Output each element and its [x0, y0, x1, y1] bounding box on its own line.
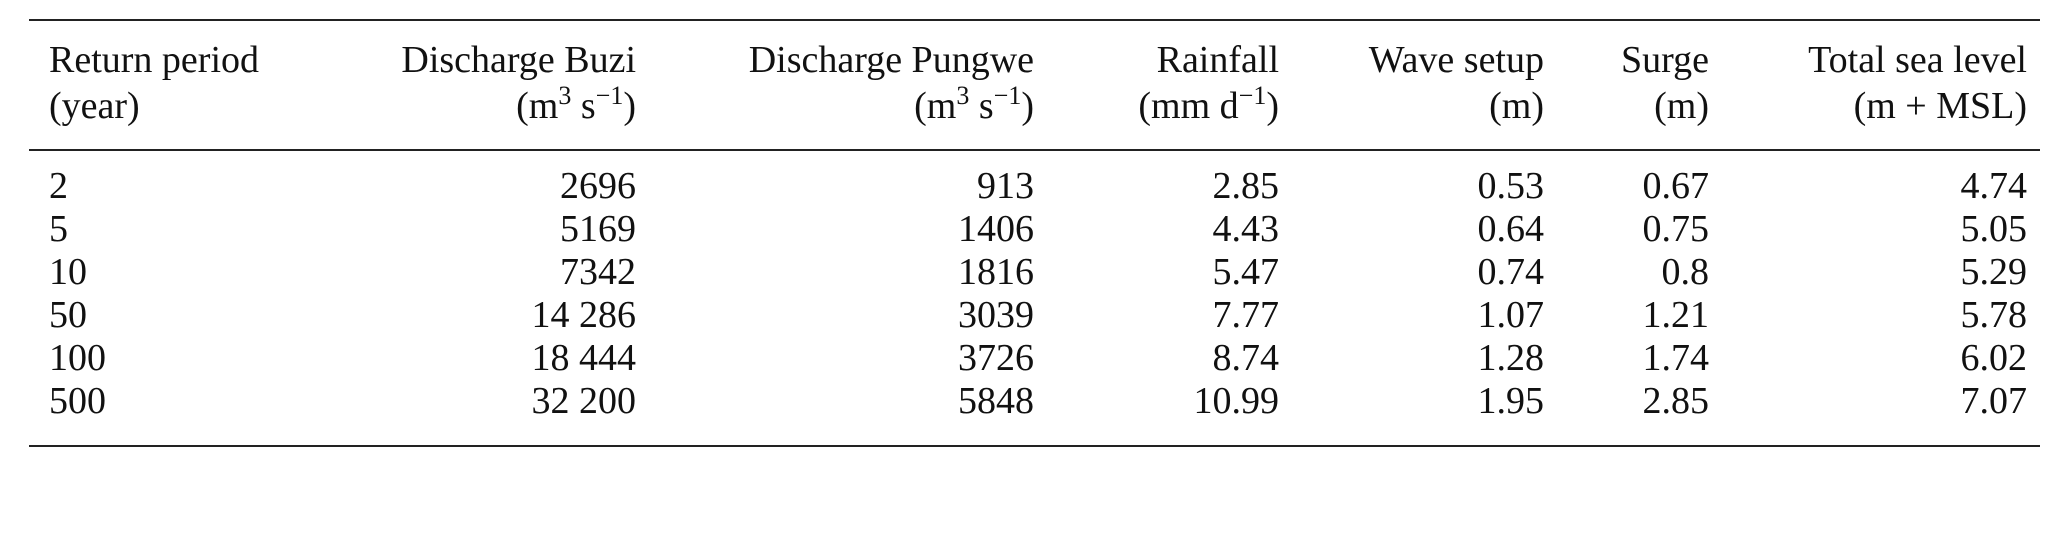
table-cell: 5.78	[1960, 294, 2028, 336]
table-row: 500 32 200 5848 10.99 1.95 2.85 7.07	[29, 380, 2040, 447]
table-cell: 14 286	[531, 294, 637, 336]
table-cell: 1.07	[1477, 294, 1545, 336]
table-cell: 5848	[636, 380, 1034, 447]
table-row: 100 18 444 3726 8.74 1.28 1.74 6.02	[29, 337, 2040, 380]
table-cell: 8.74	[1212, 337, 1280, 379]
table-cell: 100	[49, 337, 106, 379]
table-cell: 2.85	[1544, 380, 1709, 447]
table-cell: 6.02	[1960, 337, 2028, 379]
header-total-sea-level: Total sea level (m + MSL)	[1709, 19, 2040, 149]
table-cell: 1.28	[1477, 337, 1545, 379]
return-period-table: Return period (year) Discharge Buzi (m3 …	[29, 19, 2040, 447]
table-cell: 2	[49, 165, 68, 207]
table-body: 2 2696 913 2.85 0.53 0.67 4.74 5 5169 1406 4.43 0.6…	[29, 150, 2040, 447]
table-cell: 7342	[560, 251, 636, 293]
table-cell: 1406	[958, 208, 1034, 250]
table-cell: 0.53	[1477, 165, 1545, 207]
table-row: 2 2696 913 2.85 0.53 0.67 4.74	[29, 150, 2040, 208]
header-row: Return period (year) Discharge Buzi (m3 …	[29, 19, 2040, 149]
table-cell: 0.75	[1642, 208, 1710, 250]
table-row: 50 14 286 3039 7.77 1.07 1.21 5.78	[29, 294, 2040, 337]
table-cell: 913	[977, 165, 1034, 207]
table-cell: 5.29	[1960, 251, 2028, 293]
table-cell: 18 444	[531, 337, 637, 379]
header-rainfall: Rainfall (mm d−1)	[1034, 19, 1279, 149]
table-cell: 32 200	[340, 380, 636, 447]
table-cell: 0.64	[1477, 208, 1545, 250]
table-cell: 4.43	[1212, 208, 1280, 250]
table-cell: 2696	[560, 165, 636, 207]
table-cell: 1.95	[1279, 380, 1544, 447]
table-cell: 10	[49, 251, 87, 293]
table-cell: 5	[49, 208, 68, 250]
table-cell: 1.21	[1642, 294, 1710, 336]
table-cell: 0.67	[1642, 165, 1710, 207]
header-return-period: Return period (year)	[29, 19, 340, 149]
table-cell: 10.99	[1034, 380, 1279, 447]
table-cell: 500	[29, 380, 340, 447]
header-discharge-pungwe: Discharge Pungwe (m3 s−1)	[636, 19, 1034, 149]
header-wave-setup: Wave setup (m)	[1279, 19, 1544, 149]
table-cell: 3039	[958, 294, 1034, 336]
table-row: 5 5169 1406 4.43 0.64 0.75 5.05	[29, 208, 2040, 251]
table-cell: 5169	[560, 208, 636, 250]
header-discharge-buzi: Discharge Buzi (m3 s−1)	[340, 19, 636, 149]
table-cell: 0.74	[1477, 251, 1545, 293]
table-cell: 5.05	[1960, 208, 2028, 250]
table-cell: 4.74	[1960, 165, 2028, 207]
table-cell: 1816	[958, 251, 1034, 293]
table-cell: 50	[49, 294, 87, 336]
table-row: 10 7342 1816 5.47 0.74 0.8 5.29	[29, 251, 2040, 294]
table-cell: 5.47	[1212, 251, 1280, 293]
header-surge: Surge (m)	[1544, 19, 1709, 149]
table-cell: 3726	[958, 337, 1034, 379]
table-cell: 1.74	[1642, 337, 1710, 379]
table-cell: 7.77	[1212, 294, 1280, 336]
table-cell: 2.85	[1212, 165, 1280, 207]
table-cell: 7.07	[1709, 380, 2040, 447]
table-cell: 0.8	[1661, 251, 1710, 293]
